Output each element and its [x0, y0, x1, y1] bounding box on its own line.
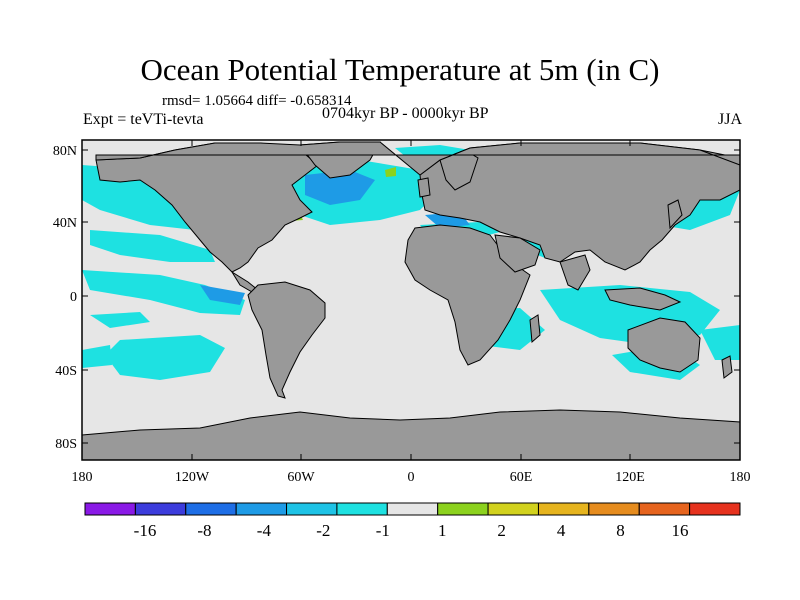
lon-tick-label: 60E [510, 470, 533, 485]
colorbar-label: 16 [672, 521, 689, 540]
colorbar-label: -16 [134, 521, 157, 540]
india [559, 254, 591, 291]
colorbar-label: -4 [257, 521, 272, 540]
lon-tick-marks [81, 140, 741, 460]
japan [667, 199, 683, 230]
colorbar-box [437, 502, 489, 516]
colorbar-label: -2 [316, 521, 330, 540]
colorbar-box [537, 502, 590, 516]
lon-tick-label: 120E [615, 470, 645, 485]
colorbar-box [84, 502, 136, 516]
colorbar-box [689, 502, 741, 516]
colorbar-label: 4 [557, 521, 566, 540]
africa [404, 224, 531, 366]
british-isles [417, 177, 431, 198]
colorbar-box [134, 502, 187, 516]
stats-text: rmsd= 1.05664 diff= -0.658314 [162, 93, 352, 109]
lon-tick-label: 0 [408, 470, 415, 485]
lon-tick-label: 180 [72, 470, 93, 485]
arabia [494, 234, 541, 273]
lon-tick-label: 120W [175, 470, 210, 485]
experiment-label: Expt = teVTi-tevta [83, 111, 204, 128]
season-label: JJA [717, 111, 742, 128]
colorbar-box [336, 502, 388, 516]
new-zealand [721, 355, 733, 379]
colorbar-label: -8 [197, 521, 211, 540]
colorbar-box [588, 502, 640, 516]
madagascar [529, 314, 541, 344]
lat-tick-label: 80N [53, 144, 77, 159]
australia [627, 317, 701, 373]
indonesia [604, 287, 682, 311]
colorbar-box [235, 502, 288, 516]
lat-tick-marks [82, 149, 740, 444]
colorbar-label: -1 [376, 521, 390, 540]
colorbar-box [286, 502, 338, 516]
colorbar-label: 1 [438, 521, 447, 540]
period-label: 0704kyr BP - 0000kyr BP [322, 105, 489, 122]
colorbar-box [638, 502, 691, 516]
lat-tick-label: 40N [53, 216, 77, 231]
map-title: Ocean Potential Temperature at 5m (in C) [140, 52, 660, 87]
lon-tick-label: 60W [287, 470, 315, 485]
south-america [247, 281, 326, 399]
colorbar-box [185, 502, 237, 516]
lon-tick-label: 180 [730, 470, 751, 485]
lat-tick-label: 40S [55, 364, 77, 379]
colorbar-boxes [84, 502, 741, 516]
colorbar-labels: -16 -8 -4 -2 -1 1 2 4 8 16 [134, 521, 689, 540]
land-masses [81, 141, 741, 461]
colorbar-box [386, 502, 439, 516]
colorbar-label: 8 [616, 521, 625, 540]
lat-tick-label: 0 [70, 290, 77, 305]
colorbar-label: 2 [497, 521, 506, 540]
lat-tick-label: 80S [55, 437, 77, 452]
colorbar-box [487, 502, 539, 516]
